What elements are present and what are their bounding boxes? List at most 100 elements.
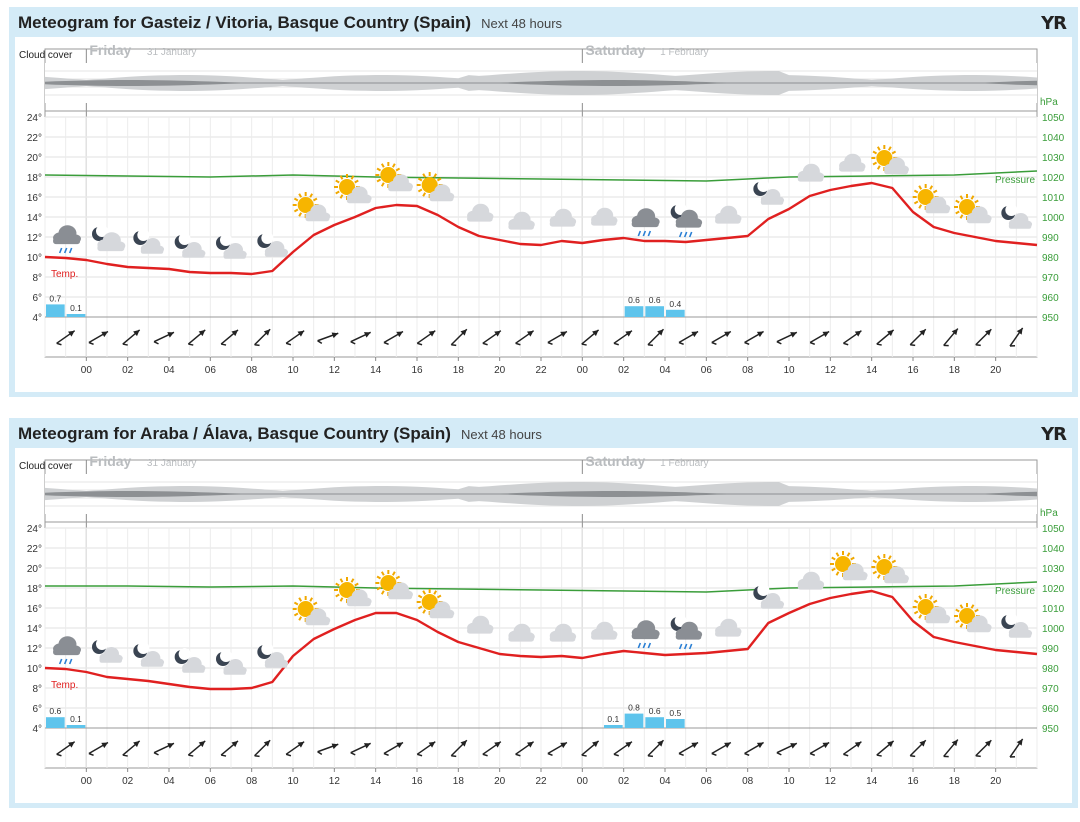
wind-arrow-barb bbox=[678, 341, 684, 346]
wind-arrow-barb bbox=[254, 755, 260, 758]
wind-arrows bbox=[56, 327, 1024, 347]
weather-symbol-night-partly-icon bbox=[753, 180, 785, 205]
wind-arrow-icon bbox=[647, 328, 665, 347]
weather-symbol-rain-icon bbox=[631, 620, 660, 649]
raindrop bbox=[68, 247, 73, 254]
cloud-base bbox=[797, 175, 824, 182]
x-tick-label: 14 bbox=[866, 776, 878, 787]
wind-arrow-head bbox=[133, 329, 140, 337]
weather-symbol-cloud-icon bbox=[508, 211, 535, 230]
x-tick-label: 20 bbox=[494, 365, 506, 376]
precip-bar bbox=[66, 314, 86, 317]
wind-arrow-barb bbox=[317, 751, 323, 756]
pressure-tick-label: 980 bbox=[1042, 664, 1059, 675]
meteogram-plot: Cloud cover Friday 31 January Saturday 1 Feb… bbox=[15, 37, 1072, 392]
wind-arrow-head bbox=[363, 332, 371, 338]
sun-ray bbox=[335, 190, 340, 195]
panel-title: Meteogram for Araba / Álava, Basque Coun… bbox=[18, 424, 542, 443]
pressure-tick-label: 960 bbox=[1042, 293, 1059, 304]
pressure-line bbox=[45, 581, 1038, 593]
weather-symbol-night-partly-icon bbox=[133, 229, 165, 254]
wind-arrow-barb bbox=[876, 343, 882, 346]
weather-symbol-night-partly-icon bbox=[216, 650, 247, 675]
sun-ray bbox=[918, 185, 923, 190]
wind-arrows bbox=[56, 738, 1024, 758]
cloud-base bbox=[388, 593, 413, 600]
pressure-tick-label: 1030 bbox=[1042, 153, 1065, 164]
wind-arrow-icon bbox=[876, 329, 895, 346]
raindrop bbox=[678, 231, 683, 238]
pressure-tick-label: 960 bbox=[1042, 704, 1059, 715]
wind-arrow-icon bbox=[943, 739, 959, 758]
sun-ray bbox=[891, 559, 897, 564]
cloud-base bbox=[549, 220, 576, 227]
cloud-base bbox=[97, 244, 125, 252]
wind-arrow-barb bbox=[285, 753, 292, 757]
pressure-tick-label: 980 bbox=[1042, 253, 1059, 264]
raindrop bbox=[642, 230, 647, 237]
meteogram-chart: Cloud cover Friday 31 January Saturday 1 Feb… bbox=[19, 453, 1065, 787]
wind-arrow-icon bbox=[482, 741, 502, 757]
sun-ray bbox=[887, 146, 892, 151]
wind-arrow-icon bbox=[220, 329, 239, 346]
cloud-base bbox=[549, 635, 576, 642]
x-tick-label: 00 bbox=[81, 776, 93, 787]
wind-arrow-barb bbox=[613, 753, 619, 757]
wind-arrow-icon bbox=[450, 739, 468, 758]
sun-ray bbox=[974, 608, 979, 613]
sun-disc bbox=[297, 197, 314, 213]
wind-arrow-head bbox=[198, 329, 206, 337]
cloud-base bbox=[925, 207, 950, 214]
wind-arrow-barb bbox=[451, 755, 457, 758]
day-name: Friday bbox=[89, 453, 131, 469]
cloud-cover-band bbox=[45, 474, 1037, 514]
x-tick-label: 18 bbox=[453, 776, 465, 787]
pressure-tick-label: 1010 bbox=[1042, 604, 1065, 615]
weather-symbol-night-partly-icon bbox=[133, 642, 165, 667]
day-date: 1 February bbox=[660, 47, 708, 58]
sun-ray bbox=[876, 555, 881, 560]
x-tick-label: 14 bbox=[370, 776, 382, 787]
yr-logo[interactable]: YR bbox=[1041, 13, 1067, 34]
sun-ray bbox=[872, 161, 878, 166]
sun-ray bbox=[293, 601, 299, 606]
weather-symbol-night-rain-icon bbox=[670, 615, 703, 650]
precip-bar bbox=[624, 306, 644, 317]
temperature-label: Temp. bbox=[51, 680, 78, 691]
yr-logo[interactable]: YR bbox=[1041, 424, 1067, 445]
weather-symbol-cloud-icon bbox=[467, 615, 494, 634]
wind-arrow-head bbox=[1016, 327, 1023, 335]
x-tick-label: 08 bbox=[742, 365, 754, 376]
wind-arrow-head bbox=[68, 741, 75, 748]
temperature-line bbox=[44, 589, 1038, 691]
wind-arrow-head bbox=[428, 330, 436, 337]
wind-arrow-barb bbox=[809, 752, 816, 757]
sun-ray bbox=[417, 605, 423, 610]
weather-symbol-sun-cloud-icon bbox=[292, 596, 331, 626]
wind-arrow-barb bbox=[122, 754, 128, 757]
wind-arrow-barb bbox=[56, 753, 62, 757]
wind-arrow-head bbox=[592, 740, 599, 748]
wind-arrow-head bbox=[919, 329, 926, 336]
sun-ray bbox=[436, 594, 442, 599]
meteogram-panel-1: Meteogram for Gasteiz / Vitoria, Basque … bbox=[9, 7, 1078, 397]
wind-arrow-icon bbox=[613, 330, 633, 346]
precip-bar bbox=[645, 306, 664, 317]
pressure-tick-label: 1000 bbox=[1042, 213, 1065, 224]
precip-value-label: 0.5 bbox=[669, 708, 681, 718]
x-tick-label: 06 bbox=[205, 776, 217, 787]
sun-ray bbox=[955, 199, 960, 204]
wind-arrow-icon bbox=[547, 741, 568, 757]
pressure-tick-label: 970 bbox=[1042, 684, 1059, 695]
cloud-base bbox=[388, 185, 413, 192]
wind-arrow-icon bbox=[285, 741, 305, 757]
wind-arrow-head bbox=[1016, 738, 1023, 746]
pressure-tick-label: 1040 bbox=[1042, 133, 1065, 144]
x-tick-label: 04 bbox=[163, 365, 175, 376]
weather-symbol-night-rain-icon bbox=[670, 203, 703, 238]
wind-arrow-barb bbox=[547, 752, 553, 757]
wind-arrow-head bbox=[790, 332, 797, 338]
weather-symbol-sun-cloud-icon bbox=[954, 603, 992, 633]
weather-symbol-cloud-icon bbox=[549, 208, 577, 227]
sun-ray bbox=[932, 599, 938, 604]
